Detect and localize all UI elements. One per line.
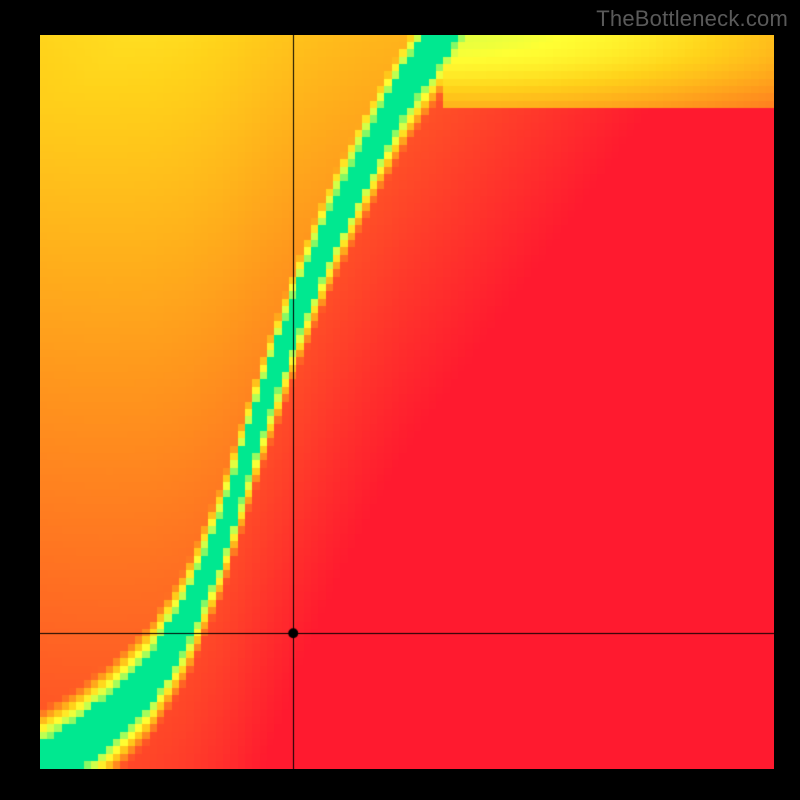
chart-container: TheBottleneck.com (0, 0, 800, 800)
bottleneck-heatmap (40, 35, 774, 769)
watermark-text: TheBottleneck.com (596, 6, 788, 32)
